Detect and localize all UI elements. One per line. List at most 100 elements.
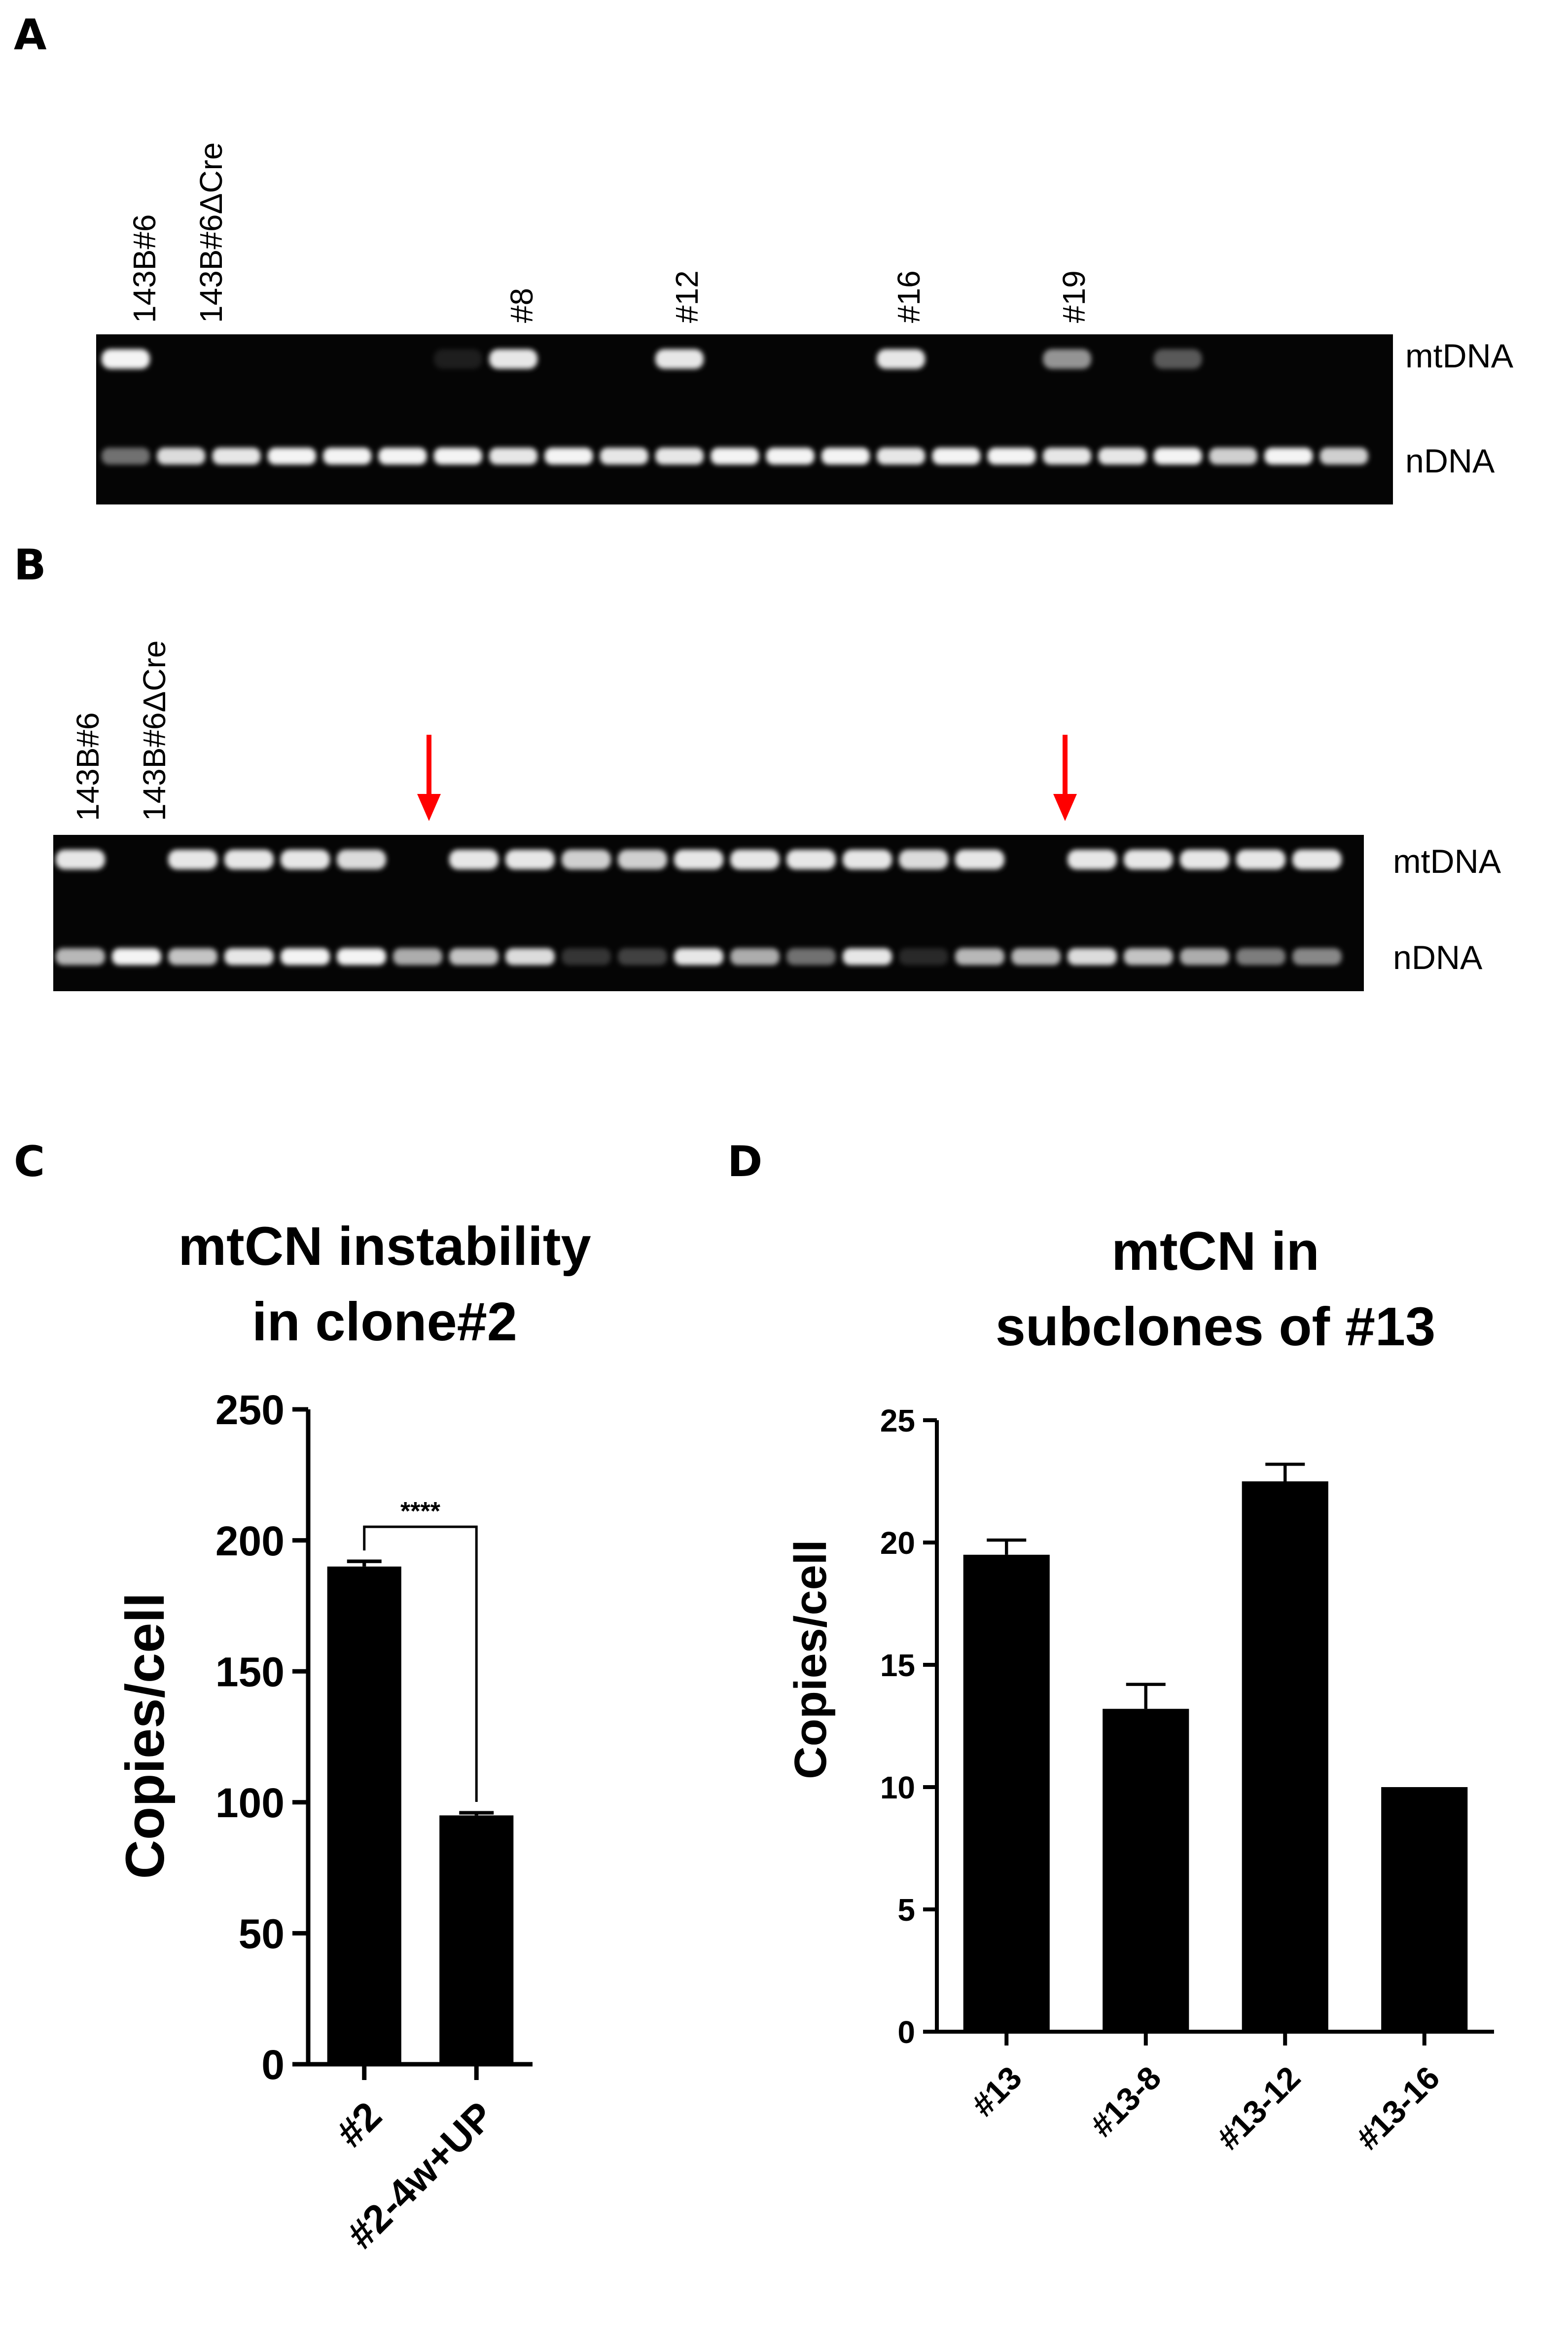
panel-a-letter: A [14, 10, 47, 60]
mtdna-band [224, 850, 274, 869]
bar [1103, 1709, 1189, 2032]
band-label-ndna: nDNA [1393, 939, 1483, 976]
ndna-band [224, 948, 274, 965]
ndna-band [1319, 448, 1368, 465]
red-arrow [417, 735, 441, 821]
ndna-band [955, 948, 1004, 965]
panel-c-letter: C [14, 1137, 45, 1186]
significance-label: **** [400, 1497, 441, 1526]
x-category-label: #13-16 [1349, 2059, 1447, 2157]
lane-label: 143B#6 [70, 712, 106, 821]
chart-c-title-line-2: in clone#2 [252, 1292, 517, 1352]
ndna-band [730, 948, 780, 965]
mtdna-band [730, 850, 780, 869]
x-category-label: #13-8 [1083, 2059, 1168, 2144]
x-category-label: #13-12 [1210, 2059, 1308, 2157]
y-tick-label: 15 [880, 1648, 915, 1683]
ndna-band [1236, 948, 1285, 965]
lane-label: #19 [1056, 270, 1092, 323]
x-category-label: #13 [964, 2059, 1029, 2123]
mtdna-band [618, 850, 667, 869]
ndna-band [562, 948, 611, 965]
mtdna-band [1236, 850, 1285, 869]
bar [963, 1554, 1050, 2032]
ndna-band [655, 448, 704, 465]
ndna-band [843, 948, 892, 965]
ndna-band [711, 448, 759, 465]
ndna-band [600, 448, 648, 465]
mtdna-band [1043, 349, 1092, 369]
y-tick-label: 10 [880, 1770, 915, 1805]
gel-a-bands [102, 349, 1368, 465]
mtdna-band [786, 850, 836, 869]
ndna-band [1180, 948, 1229, 965]
red-arrow [1053, 735, 1077, 821]
lane-label: #12 [669, 270, 705, 323]
bar [1381, 1787, 1468, 2032]
y-tick-label: 50 [239, 1911, 285, 1957]
y-tick-label: 200 [215, 1518, 285, 1564]
bar [1242, 1481, 1328, 2032]
mtdna-band [102, 349, 150, 369]
ndna-band [433, 448, 482, 465]
panel-b-lane-labels: 143B#6 143B#6ΔCre [70, 640, 172, 821]
mtdna-band [433, 349, 482, 369]
ndna-band [674, 948, 723, 965]
mtdna-band [655, 349, 704, 369]
ndna-band [102, 448, 150, 465]
lane-label: 143B#6ΔCre [193, 142, 229, 323]
chart-c-y-axis-label: Copies/cell [115, 1593, 176, 1879]
chart-d: 0 5 10 15 20 25 #13 #13-8 #13-12 #13-16 [880, 1403, 1494, 2156]
y-tick-label: 150 [215, 1649, 285, 1695]
ndna-band [1264, 448, 1313, 465]
ndna-band [899, 948, 948, 965]
chart-d-title-line-2: subclones of #13 [996, 1296, 1436, 1357]
mtdna-band [843, 850, 892, 869]
ndna-band [1153, 448, 1202, 465]
mtdna-band [281, 850, 330, 869]
ndna-band [281, 948, 330, 965]
chart-c-title-line-1: mtCN instability [178, 1216, 591, 1277]
panel-a-lane-labels: 143B#6 143B#6ΔCre #8 #12 #16 #19 [127, 142, 1092, 323]
ndna-band [618, 948, 667, 965]
y-tick-label: 20 [880, 1525, 915, 1561]
ndna-band [877, 448, 926, 465]
ndna-band [489, 448, 538, 465]
lane-label: #16 [891, 270, 927, 323]
mtdna-band [1292, 850, 1342, 869]
mtdna-band [562, 850, 611, 869]
gel-b-bands [56, 850, 1342, 965]
ndna-band [449, 948, 499, 965]
ndna-band [378, 448, 427, 465]
band-label-ndna: nDNA [1405, 442, 1495, 480]
ndna-band [1124, 948, 1173, 965]
mtdna-band [168, 850, 217, 869]
y-tick-label: 0 [261, 2042, 285, 2088]
ndna-band [112, 948, 161, 965]
ndna-band [56, 948, 105, 965]
chart-d-title-line-1: mtCN in [1111, 1221, 1319, 1282]
mtdna-band [1068, 850, 1117, 869]
ndna-band [337, 948, 386, 965]
ndna-band [323, 448, 372, 465]
mtdna-band [1153, 349, 1202, 369]
mtdna-band [955, 850, 1004, 869]
ndna-band [766, 448, 815, 465]
ndna-band [786, 948, 836, 965]
ndna-band [1292, 948, 1342, 965]
mtdna-band [337, 850, 386, 869]
mtdna-band [1180, 850, 1229, 869]
mtdna-band [56, 850, 105, 869]
mtdna-band [1124, 850, 1173, 869]
lane-label: 143B#6 [127, 214, 162, 323]
y-tick-label: 250 [215, 1387, 285, 1433]
lane-label: 143B#6ΔCre [137, 640, 172, 821]
panel-b-letter: B [14, 540, 46, 590]
ndna-band [267, 448, 316, 465]
panel-d-letter: D [727, 1137, 762, 1186]
mtdna-band [505, 850, 555, 869]
ndna-band [1098, 448, 1147, 465]
ndna-band [1068, 948, 1117, 965]
